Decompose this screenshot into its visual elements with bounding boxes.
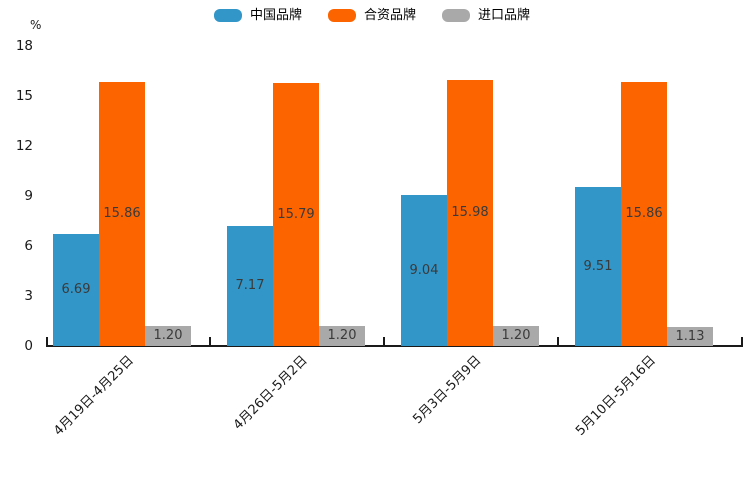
x-axis-category-label: 4月26日-5月2日 (230, 353, 311, 433)
bar-joint-venture-brands-2 (273, 83, 319, 346)
y-axis-unit-label: % (30, 18, 42, 32)
legend-label-joint-venture-brands: 合资品牌 (363, 8, 416, 23)
bar-imported-brands-2 (319, 326, 365, 346)
bar-china-brands-3 (401, 195, 447, 346)
bar-value-label-imported-brands-2: 1.20 (327, 328, 357, 343)
x-axis-tick (741, 337, 743, 345)
bar-value-label-joint-venture-brands-2: 15.79 (277, 206, 315, 222)
x-axis-line (46, 345, 743, 347)
bar-value-label-china-brands-1: 6.69 (61, 282, 91, 297)
legend: 中国品牌 合资品牌 进口品牌 (0, 9, 744, 22)
y-axis-tick-label: 3 (24, 288, 33, 304)
bar-joint-venture-brands-4 (621, 82, 667, 346)
legend-item-imported-brands: 进口品牌 (442, 9, 530, 22)
legend-swatch-china-brands (213, 9, 242, 22)
legend-label-imported-brands: 进口品牌 (478, 8, 531, 23)
y-axis-tick-label: 12 (15, 138, 33, 154)
bar-joint-venture-brands-1 (99, 82, 145, 346)
bar-imported-brands-1 (145, 326, 191, 346)
legend-swatch-joint-venture-brands (327, 9, 356, 22)
legend-swatch-imported-brands (442, 9, 470, 22)
x-axis-category-label: 5月10日-5月16日 (572, 353, 659, 439)
x-axis-tick (46, 337, 48, 345)
bar-joint-venture-brands-3 (447, 80, 493, 346)
bar-value-label-imported-brands-1: 1.20 (153, 328, 183, 343)
legend-label-china-brands: 中国品牌 (249, 8, 302, 23)
bar-value-label-china-brands-3: 9.04 (409, 262, 439, 278)
y-axis-tick-label: 18 (15, 38, 33, 54)
bar-imported-brands-4 (667, 327, 713, 346)
bar-imported-brands-3 (493, 326, 539, 346)
y-axis-tick-label: 6 (24, 238, 33, 254)
x-axis-tick (557, 337, 559, 345)
x-axis-tick (383, 337, 385, 345)
x-axis-category-label: 4月19日-4月25日 (50, 353, 137, 439)
y-axis-tick-label: 15 (15, 88, 33, 104)
x-axis-category-label: 5月3日-5月9日 (410, 353, 485, 428)
bar-china-brands-2 (227, 226, 273, 346)
bar-value-label-china-brands-4: 9.51 (583, 258, 613, 274)
y-axis-tick-label: 0 (24, 338, 33, 354)
bar-value-label-joint-venture-brands-3: 15.98 (451, 205, 489, 220)
legend-item-china-brands: 中国品牌 (213, 8, 302, 23)
y-axis-tick-label: 9 (24, 188, 33, 204)
bar-china-brands-4 (575, 187, 621, 346)
bar-china-brands-1 (53, 234, 99, 346)
legend-item-joint-venture-brands: 合资品牌 (327, 8, 416, 23)
x-axis-tick (209, 337, 211, 345)
bar-value-label-joint-venture-brands-4: 15.86 (625, 206, 663, 221)
bar-value-label-imported-brands-4: 1.13 (675, 328, 705, 344)
bar-value-label-joint-venture-brands-1: 15.86 (103, 206, 141, 221)
bar-value-label-china-brands-2: 7.17 (235, 278, 265, 293)
bar-value-label-imported-brands-3: 1.20 (501, 328, 531, 343)
